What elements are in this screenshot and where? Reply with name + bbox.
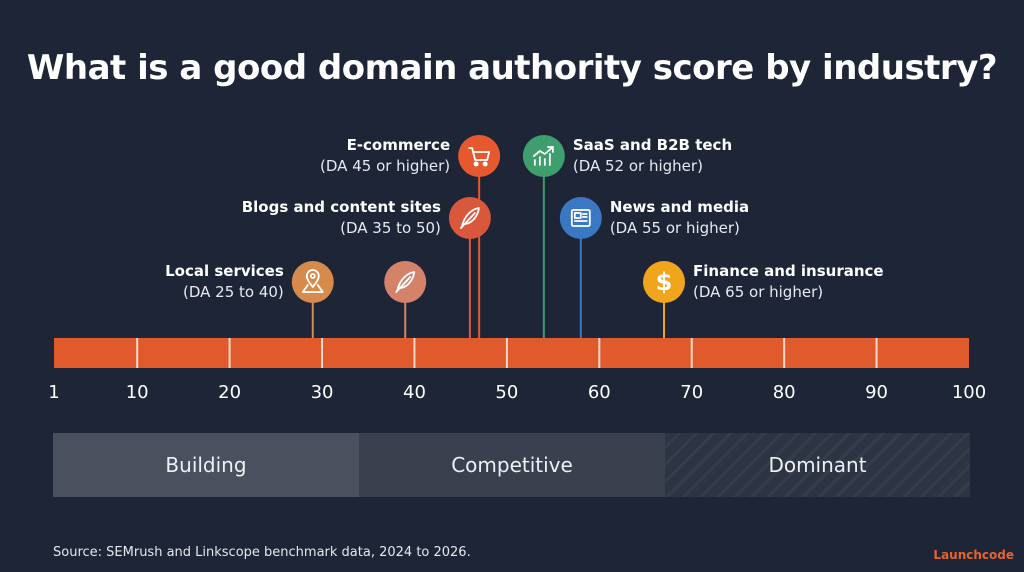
feather-icon	[460, 207, 480, 229]
newspaper-icon	[570, 209, 591, 227]
marker-name: Local services	[165, 262, 284, 280]
tick-label: 20	[218, 382, 241, 403]
marker-range: (DA 25 to 40)	[183, 283, 284, 301]
marker-circle	[522, 135, 565, 177]
marker-e-commerce: E-commerce (DA 45 or higher)	[320, 135, 501, 177]
tick-label: 100	[952, 382, 986, 403]
chart-title: What is a good domain authority score by…	[26, 48, 998, 88]
marker-name: E-commerce	[347, 136, 451, 154]
tick-label: 80	[773, 382, 796, 403]
tick-label: 50	[495, 382, 518, 403]
marker-range: (DA 35 to 50)	[340, 219, 441, 237]
tick-label: 40	[403, 382, 426, 403]
marker-news-and-media: News and media (DA 55 or higher)	[559, 197, 749, 239]
source-note: Source: SEMrush and Linkscope benchmark …	[53, 545, 471, 560]
band-label: Building	[165, 453, 247, 477]
cart-icon	[468, 147, 491, 167]
marker-name: SaaS and B2B tech	[573, 136, 732, 154]
chart-up-icon	[532, 146, 554, 166]
brand-logo: Launchcode	[933, 548, 1014, 562]
svg-text:$: $	[656, 268, 673, 296]
marker-local-services: Local services (DA 25 to 40)	[165, 261, 334, 303]
marker-name: Blogs and content sites	[242, 198, 441, 216]
band-competitive: Competitive	[359, 433, 665, 497]
band-building: Building	[53, 433, 359, 497]
marker-circle	[458, 135, 501, 177]
marker-range: (DA 52 or higher)	[573, 157, 703, 175]
tick-label: 30	[311, 382, 334, 403]
marker-name: Finance and insurance	[693, 262, 884, 280]
tick-label: 10	[126, 382, 149, 403]
tick-label: 1	[48, 382, 59, 403]
tick-label: 60	[588, 382, 611, 403]
marker-saas-and-b2b-tech: SaaS and B2B tech (DA 52 or higher)	[522, 135, 732, 177]
marker-circle	[643, 261, 685, 303]
marker-range: (DA 45 or higher)	[320, 157, 450, 175]
band-dominant: Dominant	[665, 433, 970, 497]
feather-icon	[395, 271, 416, 293]
marker-range: (DA 65 or higher)	[693, 283, 823, 301]
axis-bar	[54, 338, 969, 368]
dollar-icon: $	[656, 268, 673, 296]
marker-finance-and-insurance: $ Finance and insurance (DA 65 or higher)	[643, 261, 884, 303]
tick-label: 90	[865, 382, 888, 403]
band-label: Dominant	[768, 453, 867, 477]
marker-name: News and media	[610, 198, 749, 216]
score-bands: Building Competitive Dominant	[53, 433, 970, 497]
marker-range: (DA 55 or higher)	[610, 219, 740, 237]
marker-unlabeled	[384, 261, 427, 303]
marker-blogs-and-content-sites: Blogs and content sites (DA 35 to 50)	[242, 197, 491, 239]
timeline-chart: 1 10 20 30 40 50 60 70 80 90 100 Local services (DA …	[48, 135, 986, 403]
marker-circle	[291, 261, 334, 303]
map-pin-icon	[301, 269, 324, 293]
band-label: Competitive	[451, 453, 573, 477]
tick-label: 70	[680, 382, 703, 403]
